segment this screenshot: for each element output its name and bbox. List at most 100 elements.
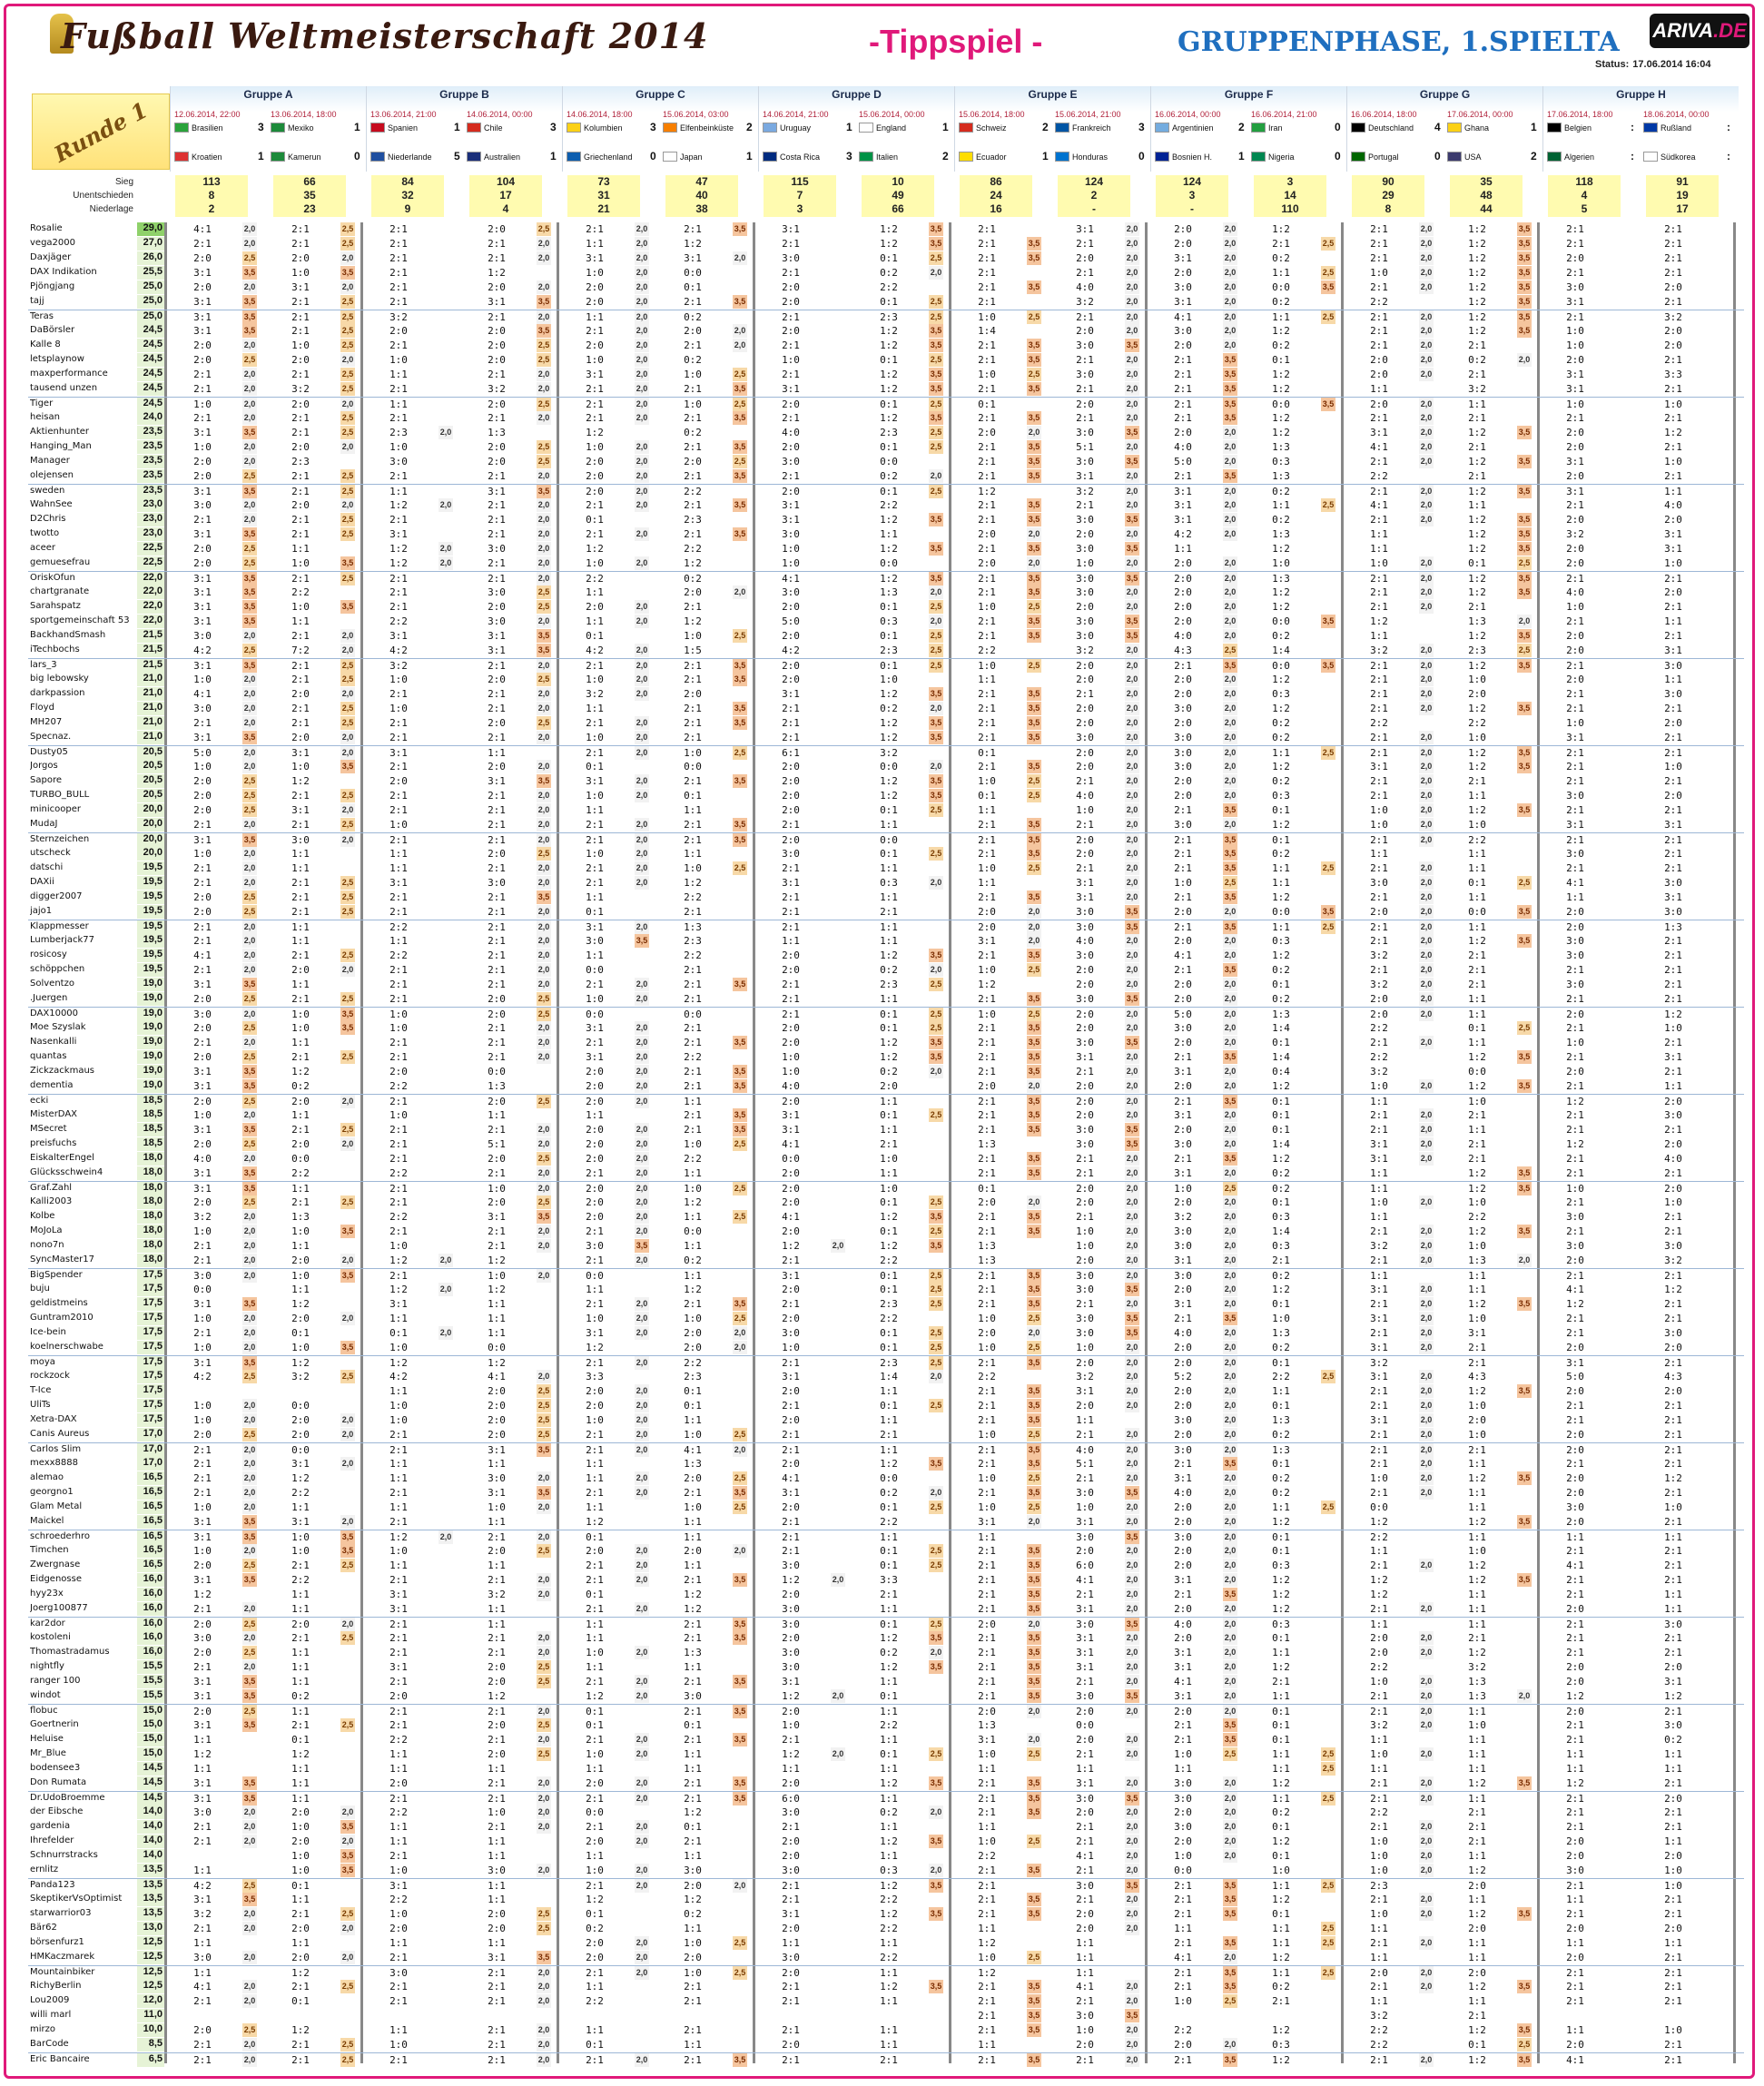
tip-cell: 2:1 [389, 1706, 408, 1717]
tip-cell: 2:2 [1370, 2039, 1388, 2051]
tip-cell: 2:0 [193, 891, 212, 903]
bonus-points: 2,0 [1223, 905, 1237, 919]
tip-cell: 2:1 [1370, 412, 1388, 424]
player-name: Bär62 [30, 1923, 57, 1933]
player-row: börsenfurz1 12,5 1:1 1:1 1:1 1:1 2:0 2,0 1:0 2,5 1… [28, 1936, 1744, 1951]
bonus-points: 2,0 [1223, 760, 1237, 773]
tip-cell: 2:0 [978, 1080, 996, 1092]
team-away: Australien [467, 152, 520, 162]
tip-cell: 2:1 [389, 891, 408, 903]
tip-cell: 2:0 [1174, 1400, 1192, 1412]
tip-cell: 3:1 [1076, 1051, 1094, 1063]
tip-cell: 5:2 [1174, 1371, 1192, 1382]
bonus-points: 2,5 [340, 1196, 355, 1209]
player-name: willi marl [30, 2010, 72, 2020]
tip-cell: 1:2 [1566, 1777, 1584, 1789]
tip-cell: 0:2 [1272, 732, 1290, 743]
tip-cell: 2:0 [1174, 1560, 1192, 1571]
tip-cell: 1:1 [1272, 1880, 1290, 1892]
bonus-points: 2,5 [340, 222, 355, 236]
tip-cell: 2:1 [193, 1327, 212, 1339]
flag-icon [1643, 123, 1658, 133]
tip-cell: 2:1 [1370, 1327, 1388, 1339]
player-name: Ice-bein [30, 1327, 66, 1337]
tip-cell: 2:1 [1566, 1619, 1584, 1630]
tip-cell: 2:1 [389, 296, 408, 308]
bonus-points: 2,0 [1125, 1893, 1139, 1906]
bonus-points: 2,0 [1419, 1341, 1434, 1354]
bonus-points: 2,0 [1125, 485, 1139, 498]
bonus-points: 3,5 [733, 1705, 747, 1718]
player-name: der Eibsche [30, 1806, 84, 1816]
player-name: kar2dor [30, 1619, 65, 1628]
tip-cell: 3:2 [389, 311, 408, 323]
tip-cell: 0:2 [1272, 296, 1290, 308]
bonus-points: 2,5 [340, 426, 355, 439]
tip-cell: 2:1 [389, 790, 408, 802]
tip-cell: 1:1 [684, 1211, 702, 1223]
tip-cell: 2:1 [291, 296, 310, 308]
bonus-points: 2,0 [635, 310, 649, 324]
bonus-points: 2,0 [1125, 1544, 1139, 1558]
player-row: Graf.Zahl 18,0 3:1 3,5 1:1 2:1 1:0 2,0 2:0 2,0 1:0… [28, 1181, 1744, 1196]
tip-cell: 0:0 [1272, 281, 1290, 293]
player-points: 17,5 [137, 1399, 164, 1412]
bonus-points: 2,5 [1321, 1747, 1335, 1761]
tip-cell: 2:1 [1076, 1298, 1094, 1310]
tip-cell: 1:1 [586, 1981, 604, 1993]
tip-cell: 2:0 [389, 1066, 408, 1077]
tip-cell: 2:1 [978, 1981, 996, 1993]
bonus-points: 2,0 [439, 1283, 453, 1296]
tip-cell: 2:1 [586, 1429, 604, 1441]
tip-cell: 3:1 [586, 252, 604, 264]
tip-cell: 1:2 [1272, 543, 1290, 555]
tip-cell: 2:1 [389, 979, 408, 990]
player-points: 18,5 [137, 1123, 164, 1136]
player-name: utscheck [30, 848, 71, 858]
tip-cell: 2:1 [978, 354, 996, 366]
tip-cell: 1:1 [291, 935, 310, 947]
ariva-logo[interactable]: ARIVA .DE [1650, 14, 1749, 48]
tip-cell: 1:1 [1664, 1763, 1682, 1775]
bonus-points: 3,5 [929, 368, 943, 381]
tip-cell: 0:1 [1272, 1531, 1290, 1543]
tip-cell: 2:1 [978, 1647, 996, 1658]
bonus-points: 2,0 [1223, 1297, 1237, 1311]
tip-cell: 1:1 [1076, 1763, 1094, 1775]
bonus-points: 2,0 [1419, 513, 1434, 526]
tip-cell: 2:1 [684, 601, 702, 613]
tip-cell: 1:1 [291, 1037, 310, 1048]
tip-cell: 3:0 [1566, 790, 1584, 802]
tip-cell: 2:1 [291, 1719, 310, 1731]
bonus-points: 2,5 [537, 455, 551, 468]
tip-cell: 1:0 [782, 354, 800, 366]
bonus-points: 2,0 [929, 1806, 943, 1819]
tip-cell: 2:0 [782, 1225, 800, 1237]
tip-cell: 2:1 [978, 688, 996, 700]
tip-cell: 1:2 [586, 1690, 604, 1702]
tip-cell: 1:0 [1664, 2024, 1682, 2036]
tip-cell: 1:1 [488, 1327, 506, 1339]
tip-cell: 3:1 [1174, 1690, 1192, 1702]
tip-cell: 1:2 [1272, 761, 1290, 772]
tip-cell: 0:2 [291, 1080, 310, 1092]
bonus-points: 2,0 [635, 1471, 649, 1485]
bonus-points: 2,0 [1223, 1849, 1237, 1863]
tip-cell: 4:1 [1076, 1850, 1094, 1862]
tip-cell: 2:0 [291, 964, 310, 976]
tip-cell: 0:1 [880, 1022, 898, 1034]
tip-cell: 4:1 [1076, 1574, 1094, 1586]
bonus-points: 2,0 [242, 1036, 257, 1049]
tip-cell: 2:0 [1664, 514, 1682, 526]
tip-cell: 2:0 [1076, 1022, 1094, 1034]
tip-cell: 1:2 [1370, 1574, 1388, 1586]
player-row: Floyd 21,0 3:0 2,0 2:1 2,5 1:0 2:1 2,0 1:1 2:1 3,5 2… [28, 702, 1744, 716]
bonus-points: 2,0 [1223, 949, 1237, 962]
bonus-points: 2,0 [1223, 1675, 1237, 1688]
tip-cell: 2:0 [586, 470, 604, 482]
tip-cell: 2:1 [978, 2010, 996, 2022]
bonus-points: 2,0 [635, 1182, 649, 1196]
bonus-points: 3,5 [1125, 1879, 1139, 1893]
tip-cell: 2:1 [1076, 688, 1094, 700]
tip-cell: 0:1 [880, 486, 898, 497]
